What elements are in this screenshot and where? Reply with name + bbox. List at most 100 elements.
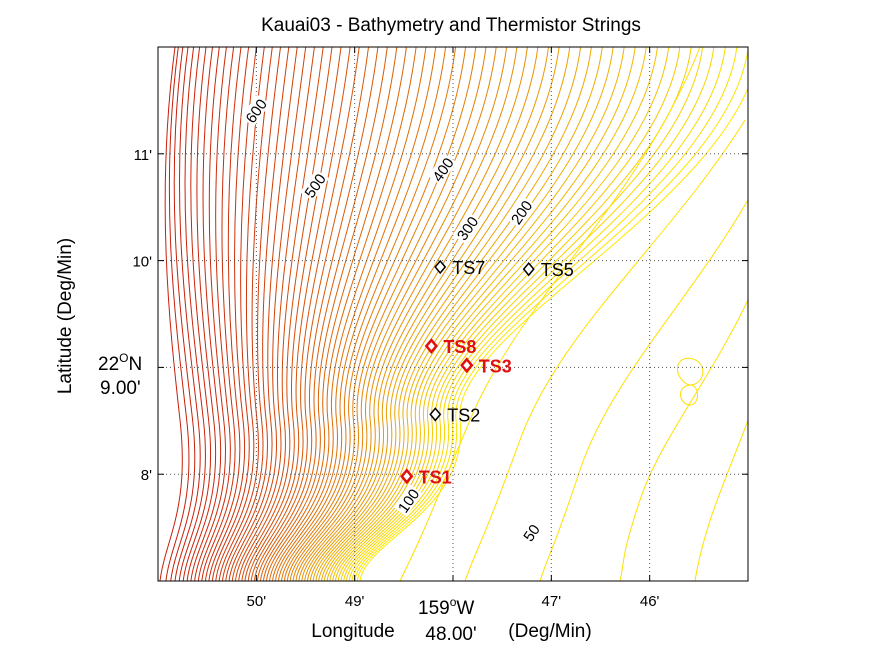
contour-line [280, 47, 457, 581]
station-label: TS7 [452, 258, 485, 278]
contour-line [340, 47, 681, 581]
contour-label-bg [452, 211, 482, 245]
y-tick-label: 11' [134, 147, 153, 164]
contour-line [174, 47, 201, 581]
x-tick-label: 47' [542, 593, 562, 610]
contour-line [221, 47, 281, 581]
x-ref-degrees: 159 [418, 598, 450, 619]
x-axis-units: (Deg/Min) [508, 621, 591, 642]
contour-line [334, 47, 658, 581]
contour-line [343, 47, 692, 581]
y-ref-minutes: 9.00' [100, 378, 141, 399]
x-reference-label: 159oW 48.00' [418, 595, 477, 645]
contour-line [619, 299, 748, 581]
contour-line [464, 119, 746, 581]
contour-line [321, 47, 603, 581]
svg-text:22ON: 22ON [98, 351, 142, 375]
station-label: TS3 [479, 356, 512, 376]
contour-line [318, 47, 592, 581]
contour-line [241, 47, 333, 581]
contour-line [197, 47, 231, 581]
y-ref-degree-symbol: O [119, 351, 128, 365]
contour-line [201, 47, 236, 581]
contour-label-bg [240, 94, 271, 127]
contour-label-bg [516, 516, 546, 549]
contour-line [323, 47, 614, 581]
y-ref-hemisphere: N [128, 354, 142, 375]
contour-line [292, 47, 497, 581]
contour-line [204, 47, 242, 581]
contour-lines [159, 47, 748, 581]
contour-line [272, 47, 427, 581]
contour-line [345, 47, 704, 581]
contour-line [329, 47, 636, 581]
contour-line [225, 47, 290, 581]
contour-line [186, 47, 217, 581]
station-marker [434, 259, 447, 275]
x-ref-hemisphere: W [456, 598, 474, 619]
contour-line [244, 47, 342, 581]
contour-label-bg [427, 153, 457, 186]
contour-line [359, 87, 748, 581]
contour-line [694, 419, 748, 581]
contour-line [304, 47, 539, 581]
grid-lines [158, 47, 748, 581]
contour-line [182, 47, 212, 581]
contour-line [306, 47, 549, 581]
contour-line [238, 47, 324, 581]
contour-line [247, 47, 351, 581]
contour-line [399, 47, 701, 581]
y-axis-label: Latitude (Deg/Min) [55, 238, 76, 394]
contour-line [194, 47, 226, 581]
contour-line [315, 47, 582, 581]
contour-line [218, 47, 273, 581]
contour-line [178, 47, 206, 581]
contour-line [312, 47, 571, 581]
station-marker [400, 468, 414, 485]
contour-line [211, 47, 257, 581]
y-tick-label: 10' [132, 254, 152, 271]
contour-line [298, 47, 518, 581]
contour-line [190, 47, 222, 581]
chart-title: Kauai03 - Bathymetry and Thermistor Stri… [261, 15, 641, 36]
contour-line [228, 47, 298, 581]
contour-line [159, 47, 183, 581]
contour-line [262, 47, 398, 581]
contour-line [265, 47, 407, 581]
station-label: TS1 [419, 467, 452, 487]
contour-line [170, 47, 196, 581]
y-ref-degrees: 22 [98, 354, 119, 375]
contour-line [231, 47, 307, 581]
contour-line [269, 47, 417, 581]
tick-labels: 50' 49' 47' 46' 8' 10' 11' [132, 147, 659, 610]
contour-line [356, 47, 748, 581]
contour-line [253, 47, 369, 581]
contour-line [354, 47, 738, 581]
x-tick-label: 49' [345, 593, 365, 610]
station-label: TS2 [447, 405, 480, 425]
contour-line [208, 47, 250, 581]
contour-line [332, 47, 647, 581]
x-ref-minutes: 48.00' [425, 624, 476, 645]
svg-text:159oW: 159oW [418, 595, 474, 619]
y-tick-label: 8' [141, 467, 152, 484]
station-marker [522, 261, 535, 277]
contour-line [259, 47, 388, 581]
contour-line [250, 47, 360, 581]
contour-line [326, 47, 625, 581]
contour-line [295, 47, 508, 581]
contour-line [351, 47, 726, 581]
x-ref-degree-symbol: o [450, 595, 457, 609]
station-marker [429, 407, 442, 422]
contour-line [274, 47, 437, 581]
x-axis-label: Longitude [311, 621, 394, 642]
y-reference-label: 22ON 9.00' [98, 351, 142, 399]
contour-line [337, 47, 670, 581]
contour-line [283, 47, 467, 581]
station-marker [424, 338, 438, 354]
contour-label-bg [506, 195, 536, 229]
contour-label-bg [299, 169, 330, 202]
contour-loop [677, 357, 704, 406]
